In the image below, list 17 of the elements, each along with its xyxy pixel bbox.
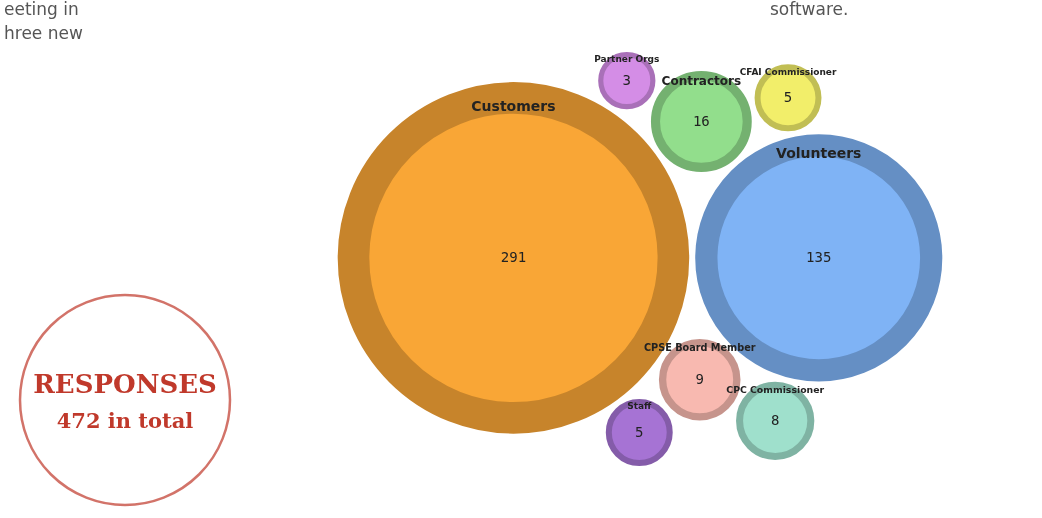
category-label: CPC Commissioner bbox=[726, 383, 825, 395]
text: RESPONSES bbox=[33, 369, 217, 399]
text: 472 in total bbox=[56, 408, 194, 433]
text: eeting in bbox=[4, 0, 79, 19]
category-label: Staff bbox=[627, 401, 653, 412]
text: software. bbox=[770, 0, 849, 19]
data-label: 135 bbox=[806, 248, 832, 265]
data-label: 3 bbox=[622, 71, 632, 88]
data-label: 5 bbox=[783, 88, 793, 105]
data-label: 9 bbox=[695, 370, 704, 387]
data-label: 5 bbox=[635, 423, 644, 440]
text: hree new bbox=[4, 23, 83, 43]
data-label: 16 bbox=[692, 112, 710, 129]
category-label: Customers bbox=[471, 97, 556, 114]
data-label: 8 bbox=[770, 411, 780, 428]
category-label: Volunteers bbox=[776, 144, 862, 161]
data-label: 291 bbox=[500, 248, 527, 265]
